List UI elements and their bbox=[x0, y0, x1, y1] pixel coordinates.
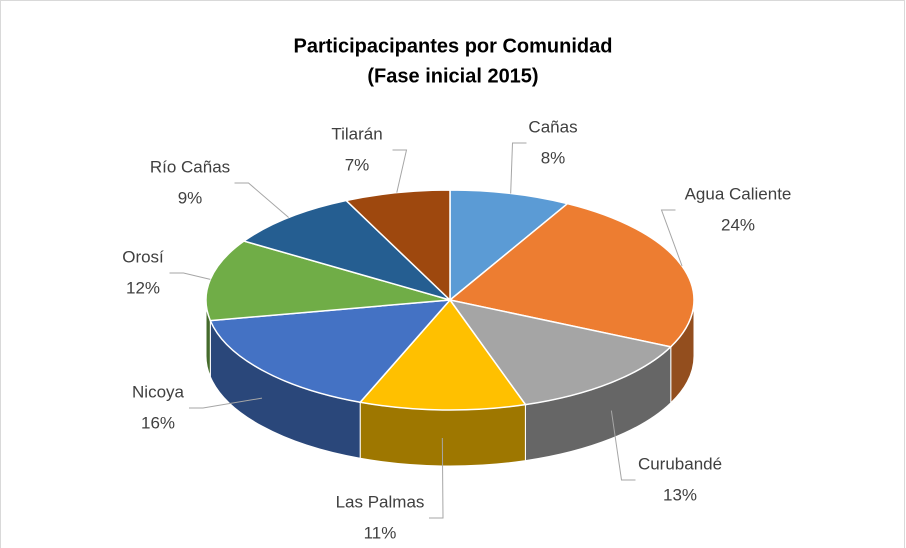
slice bbox=[448, 298, 673, 406]
slice-value-label: 13% bbox=[663, 485, 697, 504]
slice-label: Nicoya bbox=[132, 382, 185, 401]
slice-label: Agua Caliente bbox=[685, 184, 792, 203]
slice-label: Tilarán bbox=[331, 124, 382, 143]
slice-label: Curubandé bbox=[638, 454, 722, 473]
leader-line bbox=[392, 149, 408, 193]
slice-label: Río Cañas bbox=[150, 157, 230, 176]
leader-line bbox=[169, 272, 211, 280]
slice bbox=[358, 298, 527, 411]
slice bbox=[209, 299, 452, 404]
slice-value-label: 9% bbox=[178, 188, 203, 207]
slice-value-label: 12% bbox=[126, 278, 160, 297]
leader-line bbox=[189, 397, 263, 409]
slice-value-label: 11% bbox=[364, 523, 397, 542]
leader-line bbox=[660, 209, 683, 267]
chart-title: Participacipantes por Comunidad bbox=[294, 35, 613, 57]
slice-value-label: 24% bbox=[721, 215, 755, 234]
slice-label: Orosí bbox=[122, 247, 164, 266]
leader-line bbox=[510, 142, 527, 194]
slice bbox=[205, 240, 451, 322]
slice bbox=[344, 189, 451, 302]
slice-value-label: 16% bbox=[141, 413, 175, 432]
slice-label: Las Palmas bbox=[336, 492, 425, 511]
slice-value-label: 7% bbox=[345, 155, 370, 174]
chart-subtitle: (Fase inicial 2015) bbox=[367, 65, 538, 87]
slice-value-label: 8% bbox=[541, 148, 566, 167]
slice bbox=[242, 199, 451, 301]
slice-label: Cañas bbox=[528, 117, 577, 136]
leader-line bbox=[429, 437, 444, 519]
leader-line bbox=[234, 182, 289, 218]
leader-line bbox=[610, 410, 636, 481]
